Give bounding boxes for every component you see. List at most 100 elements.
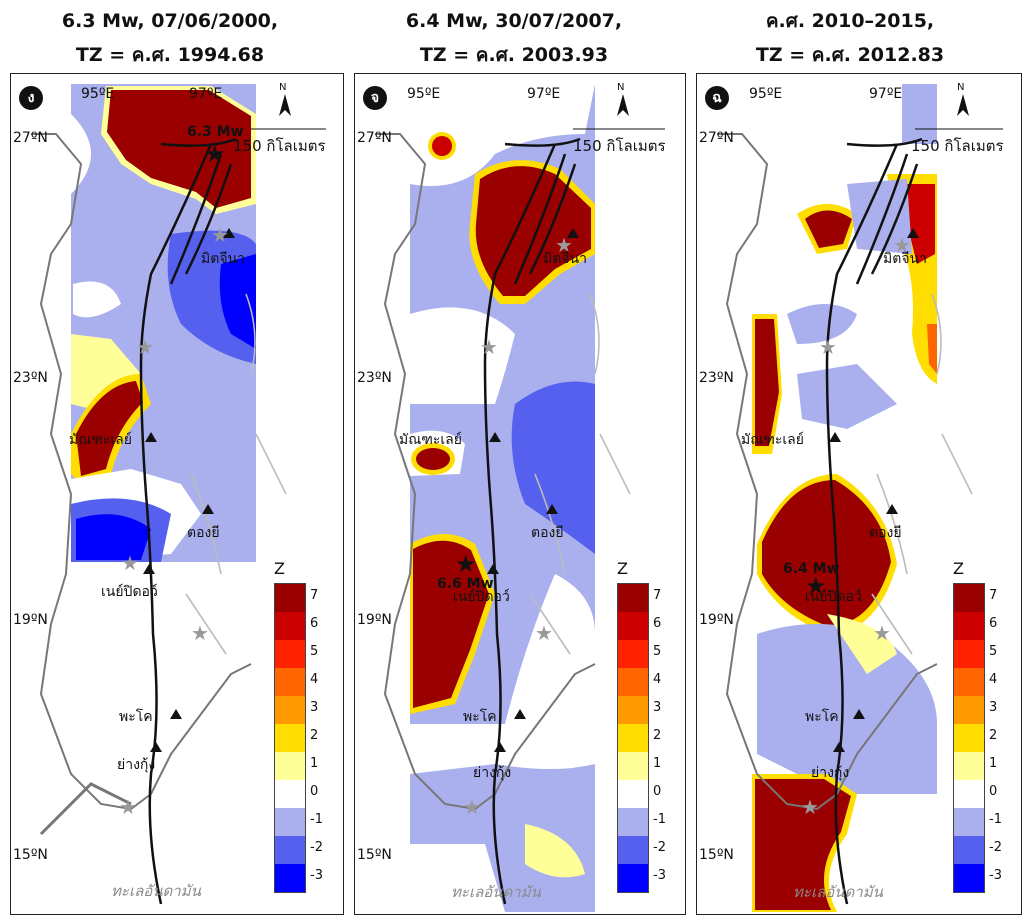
city-marker-myitkyina xyxy=(223,228,235,238)
map-panel-2: ★ ★ ★ ★ ★ จ 95ºE 97ºE 27ºN 23ºN 19ºN 15º… xyxy=(354,73,686,915)
city-marker-mandalay xyxy=(145,432,157,442)
lat-label-15: 15ºN xyxy=(699,847,734,863)
legend-level-label: 3 xyxy=(653,700,662,715)
legend-color-bar xyxy=(274,583,306,893)
panel-2-title-line1: 6.4 Mw, 30/07/2007, xyxy=(405,10,623,32)
city-marker-naypyidaw xyxy=(143,564,155,574)
lat-label-23: 23ºN xyxy=(13,370,48,386)
legend-level-label: 3 xyxy=(310,700,319,715)
north-label: N xyxy=(957,82,965,93)
legend-swatch xyxy=(618,864,648,892)
legend-level-label: 1 xyxy=(989,756,998,771)
star-icon: ★ xyxy=(463,795,481,819)
map-panel-3-canvas: ★ ★ ★ ★ ★ xyxy=(717,84,1003,912)
city-label-taunggyi: ตองยี xyxy=(187,525,220,541)
event-star-icon: ★ xyxy=(805,572,827,600)
north-arrow-icon xyxy=(617,94,629,116)
legend-level-label: 0 xyxy=(989,784,998,799)
north-label: N xyxy=(617,82,625,93)
legend-swatch xyxy=(954,696,984,724)
north-arrow-icon xyxy=(957,94,969,116)
map-panel-1: ★ ★ ★ ★ ★ ★ ง 95ºE 97ºE 27ºN 23ºN 19ºN 1… xyxy=(10,73,344,915)
legend-level-label: 0 xyxy=(653,784,662,799)
star-icon: ★ xyxy=(119,795,137,819)
legend-swatch xyxy=(275,780,305,808)
legend-swatch xyxy=(275,752,305,780)
panel-badge-2: จ xyxy=(363,86,387,110)
lat-label-19: 19ºN xyxy=(13,612,48,628)
legend-swatch xyxy=(275,808,305,836)
lat-label-23: 23ºN xyxy=(699,370,734,386)
legend-level-label: 7 xyxy=(653,588,662,603)
city-marker-taunggyi xyxy=(546,504,558,514)
legend-color-bar xyxy=(617,583,649,893)
legend-swatch xyxy=(618,640,648,668)
legend-swatch xyxy=(275,668,305,696)
city-label-mandalay: มัณฑะเลย์ xyxy=(741,432,804,448)
legend-level-label: -3 xyxy=(310,868,323,883)
city-label-yangon: ย่างกุ้ง xyxy=(811,765,850,781)
legend-swatch xyxy=(618,724,648,752)
legend-level-label: -2 xyxy=(989,840,1002,855)
legend-level-label: 0 xyxy=(310,784,319,799)
legend-swatch xyxy=(618,668,648,696)
scale-text: 150 กิโลเมตร xyxy=(233,137,326,155)
event-magnitude-label: 6.6 Mw xyxy=(437,576,494,592)
panel-badge-1: ง xyxy=(19,86,43,110)
event-star-icon: ★ xyxy=(204,140,226,168)
legend-swatch xyxy=(618,696,648,724)
legend-swatch xyxy=(275,640,305,668)
city-label-mandalay: มัณฑะเลย์ xyxy=(69,432,132,448)
legend-level-label: 7 xyxy=(989,588,998,603)
legend-swatch xyxy=(954,584,984,612)
star-icon: ★ xyxy=(191,621,209,645)
legend-swatch xyxy=(954,808,984,836)
city-label-naypyidaw: เนย์ปิดอว์ xyxy=(453,589,510,605)
lat-label-27: 27ºN xyxy=(357,130,392,146)
legend-level-label: 2 xyxy=(989,728,998,743)
star-icon: ★ xyxy=(873,621,891,645)
legend-level-label: 6 xyxy=(653,616,662,631)
north-label: N xyxy=(279,82,287,93)
legend-title: Z xyxy=(953,559,964,578)
lat-label-19: 19ºN xyxy=(357,612,392,628)
legend-level-label: 5 xyxy=(310,644,319,659)
panel-2-title-line2: TZ = ค.ศ. 2003.93 xyxy=(419,44,609,66)
panel-badge-3: ฉ xyxy=(705,86,729,110)
lon-label-97: 97ºE xyxy=(189,86,223,102)
scale-text: 150 กิโลเมตร xyxy=(573,137,666,155)
legend-level-label: 5 xyxy=(653,644,662,659)
legend-title: Z xyxy=(617,559,628,578)
scale-text: 150 กิโลเมตร xyxy=(911,137,1004,155)
legend-level-label: 3 xyxy=(989,700,998,715)
star-icon: ★ xyxy=(555,233,573,257)
legend-swatch xyxy=(618,752,648,780)
legend-level-label: -3 xyxy=(989,868,1002,883)
city-label-bago: พะโค xyxy=(805,709,839,725)
lon-label-95: 95ºE xyxy=(407,86,441,102)
sea-label: ทะเลอันดามัน xyxy=(793,883,883,901)
legend-swatch xyxy=(954,612,984,640)
city-marker-bago xyxy=(853,709,865,719)
lon-label-95: 95ºE xyxy=(749,86,783,102)
city-label-myitkyina: มิตจีนา xyxy=(201,251,245,267)
legend-title: Z xyxy=(274,559,285,578)
legend-swatch xyxy=(618,836,648,864)
panel-1-title: 6.3 Mw, 07/06/2000, TZ = ค.ศ. 1994.68 xyxy=(0,4,340,72)
event-magnitude-label: 6.3 Mw xyxy=(187,124,244,140)
legend-swatch xyxy=(275,836,305,864)
legend-swatch xyxy=(954,836,984,864)
city-label-naypyidaw: เนย์ปิดอว์ xyxy=(805,589,862,605)
legend-level-label: 1 xyxy=(310,756,319,771)
legend-swatch xyxy=(618,612,648,640)
city-label-mandalay: มัณฑะเลย์ xyxy=(399,432,462,448)
legend-level-label: 6 xyxy=(989,616,998,631)
legend-level-label: -2 xyxy=(310,840,323,855)
event-star-icon: ★ xyxy=(455,550,477,578)
star-icon: ★ xyxy=(893,233,911,257)
star-icon: ★ xyxy=(480,335,498,359)
city-marker-taunggyi xyxy=(202,504,214,514)
north-arrow-icon xyxy=(279,94,291,116)
panel-1-title-line2: TZ = ค.ศ. 1994.68 xyxy=(75,44,265,66)
legend-swatch xyxy=(618,808,648,836)
